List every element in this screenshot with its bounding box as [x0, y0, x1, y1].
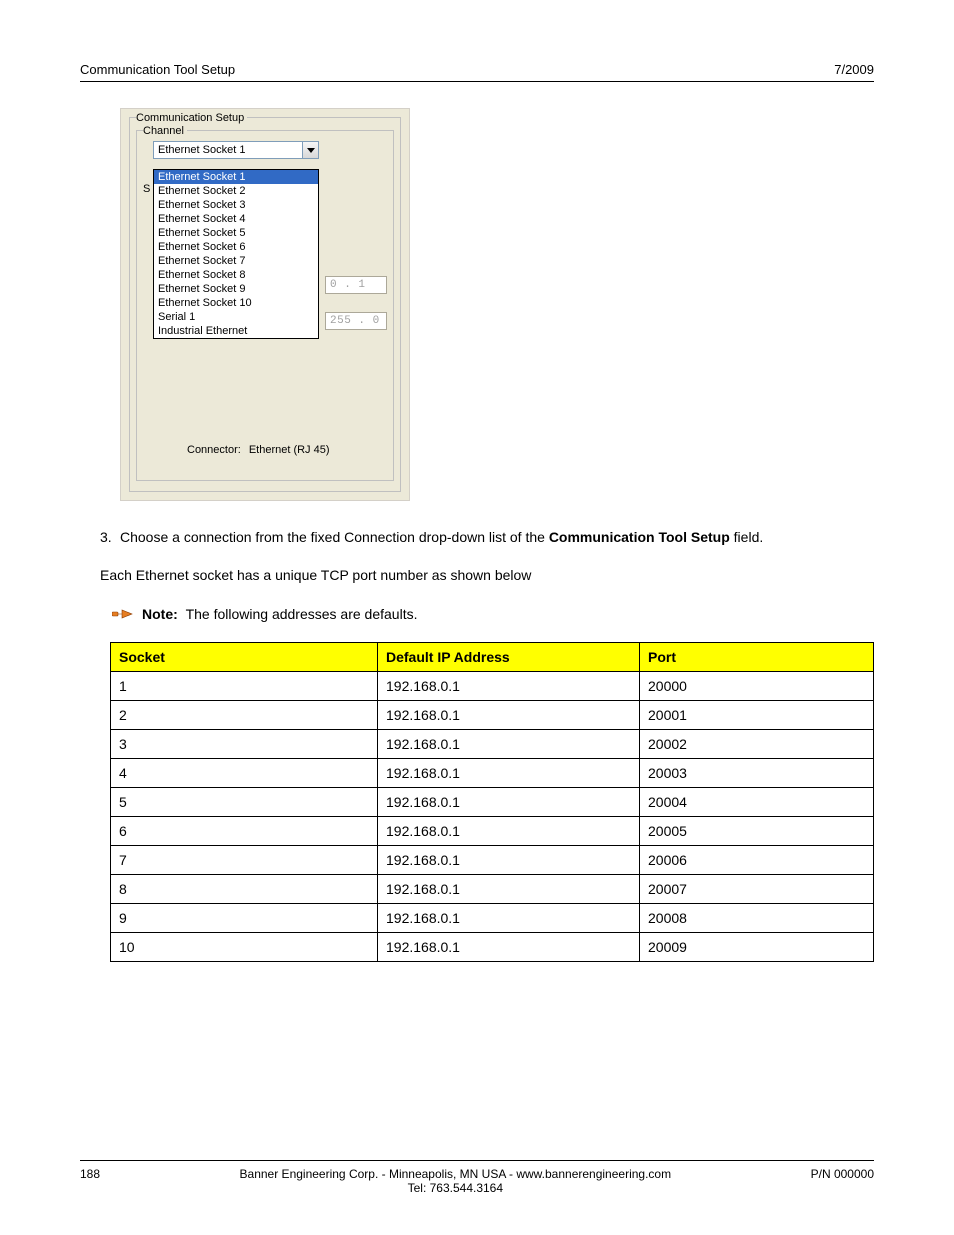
table-cell: 192.168.0.1 [378, 671, 640, 700]
table-cell: 192.168.0.1 [378, 816, 640, 845]
table-cell: 2 [111, 700, 378, 729]
table-cell: 20006 [640, 845, 874, 874]
settings-truncated-label: S [143, 183, 150, 195]
channel-option[interactable]: Ethernet Socket 10 [154, 296, 318, 310]
table-cell: 20000 [640, 671, 874, 700]
table-cell: 20004 [640, 787, 874, 816]
table-cell: 192.168.0.1 [378, 787, 640, 816]
table-cell: 8 [111, 874, 378, 903]
header-right: 7/2009 [834, 62, 874, 77]
channel-select[interactable]: Ethernet Socket 1 [153, 141, 303, 159]
table-row: 8192.168.0.120007 [111, 874, 874, 903]
socket-table: Socket Default IP Address Port 1192.168.… [110, 642, 874, 962]
table-row: 4192.168.0.120003 [111, 758, 874, 787]
table-row: 2192.168.0.120001 [111, 700, 874, 729]
header-left: Communication Tool Setup [80, 62, 235, 77]
table-row: 10192.168.0.120009 [111, 932, 874, 961]
table-cell: 192.168.0.1 [378, 758, 640, 787]
channel-dropdown-list[interactable]: Ethernet Socket 1Ethernet Socket 2Ethern… [153, 169, 319, 339]
channel-select-button[interactable] [303, 141, 319, 159]
table-cell: 192.168.0.1 [378, 874, 640, 903]
footer-part-number: P/N 000000 [811, 1167, 874, 1195]
table-cell: 192.168.0.1 [378, 932, 640, 961]
table-cell: 192.168.0.1 [378, 845, 640, 874]
table-header-socket: Socket [111, 642, 378, 671]
footer-page-number: 188 [80, 1167, 100, 1195]
table-cell: 1 [111, 671, 378, 700]
communication-setup-panel: Communication Setup Channel Ethernet Soc… [120, 108, 410, 501]
note-icon [112, 606, 134, 622]
table-row: 3192.168.0.120002 [111, 729, 874, 758]
table-cell: 20003 [640, 758, 874, 787]
table-row: 1192.168.0.120000 [111, 671, 874, 700]
channel-option[interactable]: Ethernet Socket 2 [154, 184, 318, 198]
table-cell: 20001 [640, 700, 874, 729]
table-cell: 7 [111, 845, 378, 874]
channel-option[interactable]: Ethernet Socket 6 [154, 240, 318, 254]
footer-center: Banner Engineering Corp. - Minneapolis, … [100, 1167, 811, 1195]
table-row: 5192.168.0.120004 [111, 787, 874, 816]
chevron-down-icon [307, 148, 315, 153]
step-3-number: 3. [100, 527, 120, 547]
table-cell: 5 [111, 787, 378, 816]
fieldset-inner-legend: Channel [143, 125, 187, 137]
table-cell: 20008 [640, 903, 874, 932]
table-header-port: Port [640, 642, 874, 671]
note-text: Note: The following addresses are defaul… [142, 604, 417, 624]
channel-option[interactable]: Ethernet Socket 3 [154, 198, 318, 212]
step-3-text: Choose a connection from the fixed Conne… [120, 527, 763, 547]
table-header-ip: Default IP Address [378, 642, 640, 671]
channel-option[interactable]: Ethernet Socket 5 [154, 226, 318, 240]
table-cell: 6 [111, 816, 378, 845]
table-cell: 20005 [640, 816, 874, 845]
channel-option[interactable]: Ethernet Socket 1 [154, 170, 318, 184]
table-cell: 192.168.0.1 [378, 903, 640, 932]
table-row: 6192.168.0.120005 [111, 816, 874, 845]
table-cell: 20009 [640, 932, 874, 961]
table-cell: 192.168.0.1 [378, 729, 640, 758]
channel-option[interactable]: Serial 1 [154, 310, 318, 324]
connector-label: Connector: [187, 444, 241, 456]
table-cell: 192.168.0.1 [378, 700, 640, 729]
channel-option[interactable]: Ethernet Socket 4 [154, 212, 318, 226]
table-cell: 3 [111, 729, 378, 758]
ethernet-port-paragraph: Each Ethernet socket has a unique TCP po… [100, 565, 874, 585]
table-cell: 9 [111, 903, 378, 932]
fieldset-outer-legend: Communication Setup [136, 112, 247, 124]
channel-option[interactable]: Ethernet Socket 7 [154, 254, 318, 268]
channel-option[interactable]: Ethernet Socket 8 [154, 268, 318, 282]
connector-value: Ethernet (RJ 45) [249, 444, 330, 456]
channel-option[interactable]: Industrial Ethernet [154, 324, 318, 338]
table-cell: 20007 [640, 874, 874, 903]
table-row: 9192.168.0.120008 [111, 903, 874, 932]
table-cell: 4 [111, 758, 378, 787]
ip-segment-bottom[interactable]: 255 . 0 [325, 312, 387, 330]
table-cell: 10 [111, 932, 378, 961]
ip-segment-top[interactable]: 0 . 1 [325, 276, 387, 294]
channel-option[interactable]: Ethernet Socket 9 [154, 282, 318, 296]
table-row: 7192.168.0.120006 [111, 845, 874, 874]
table-cell: 20002 [640, 729, 874, 758]
